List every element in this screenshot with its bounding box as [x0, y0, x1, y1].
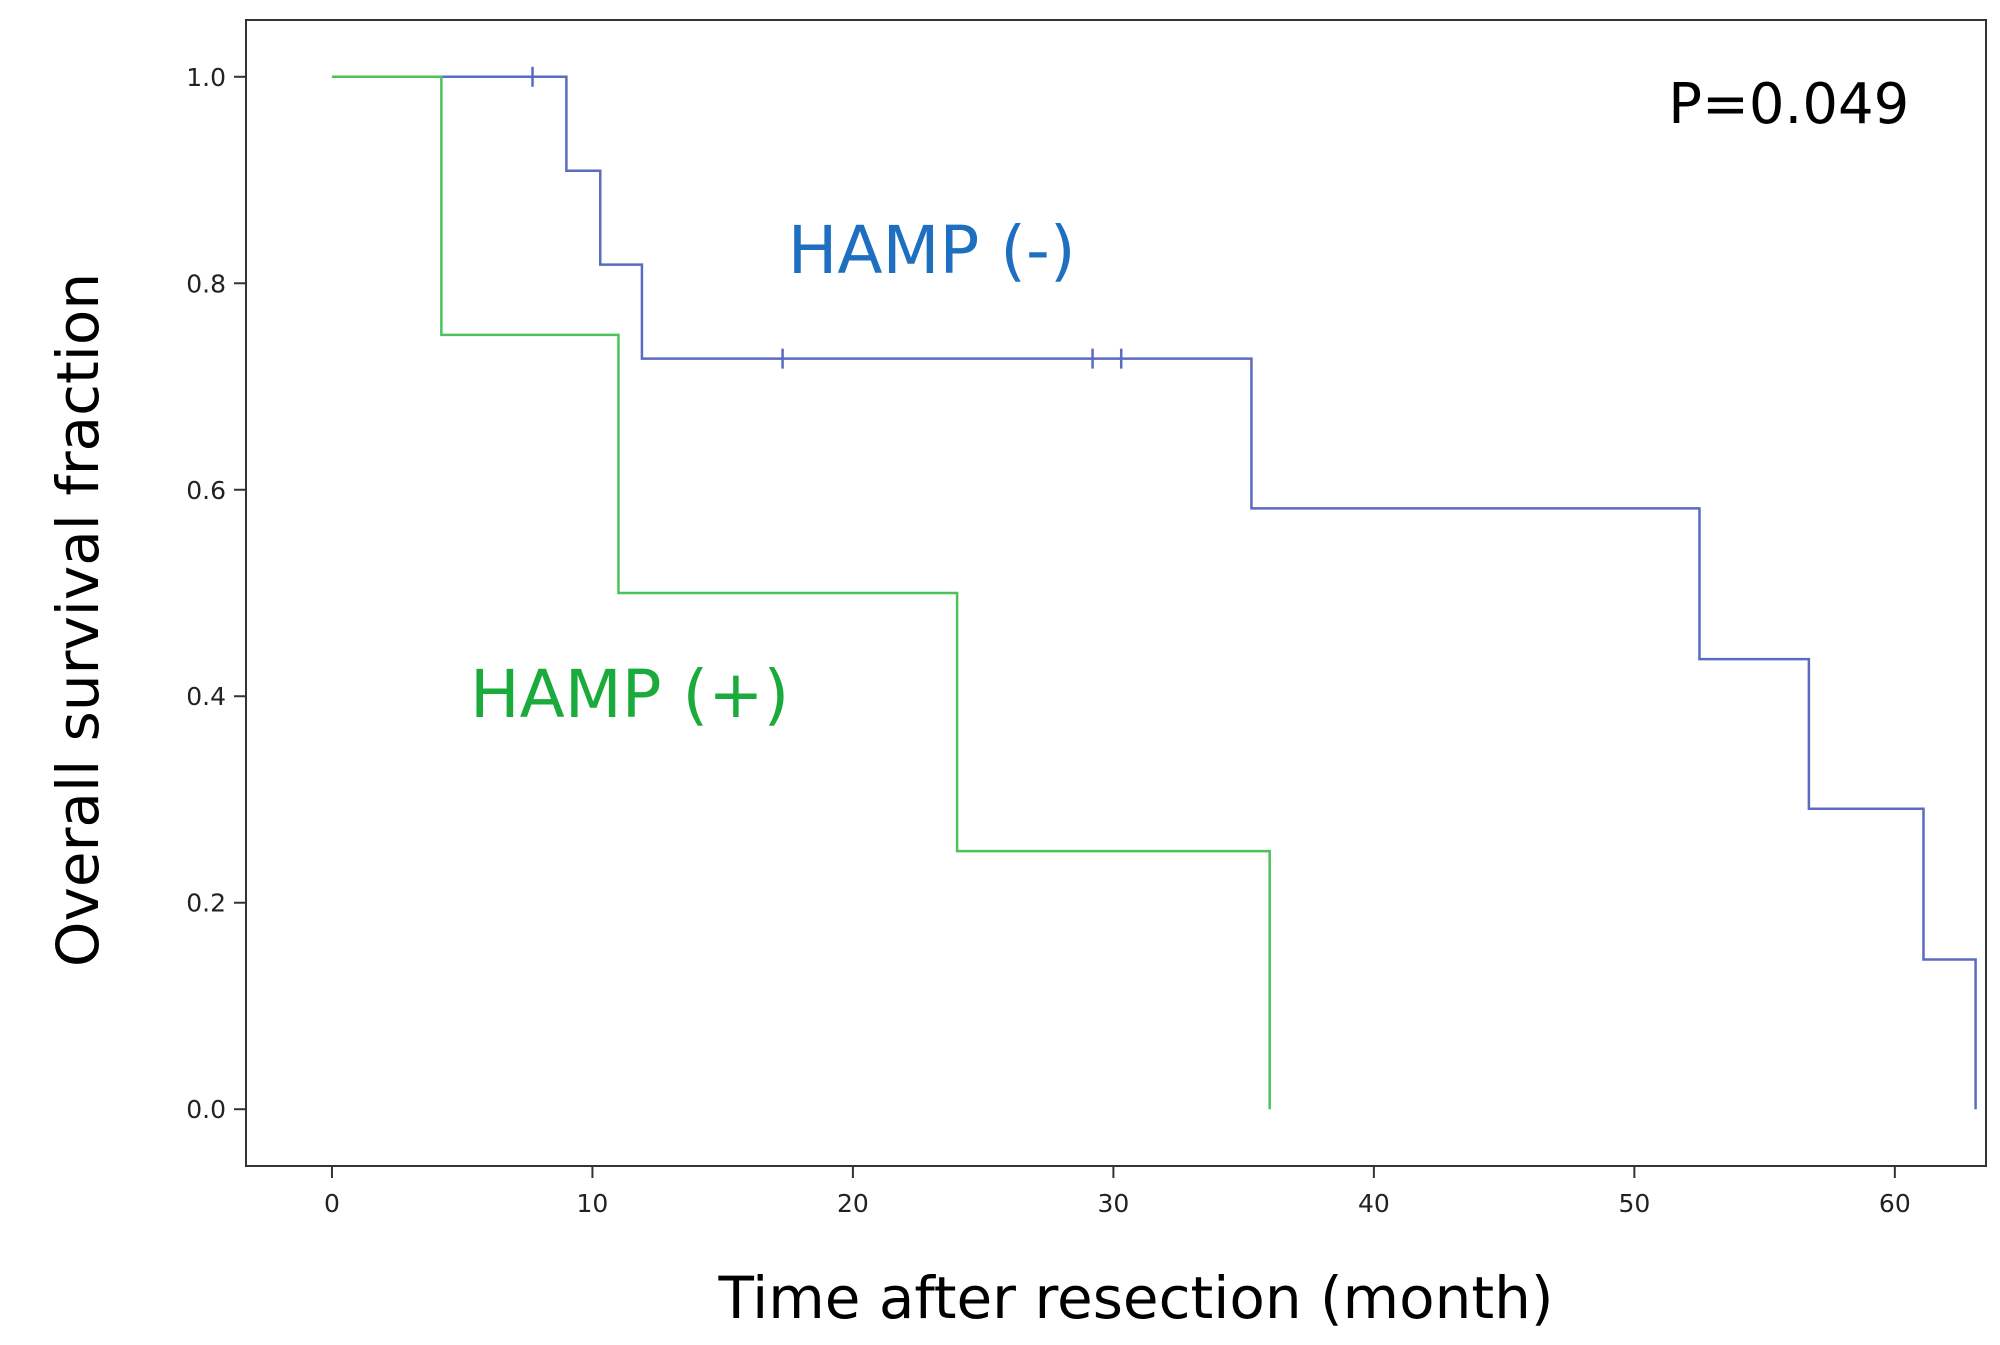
x-tick-label: 50 [1618, 1189, 1650, 1218]
x-tick-label: 30 [1097, 1189, 1129, 1218]
y-tick-label: 0.8 [186, 269, 226, 298]
annotations: HAMP (-) HAMP (+) P=0.049 [470, 72, 1909, 733]
x-tick-label: 60 [1879, 1189, 1911, 1218]
series-label-hamp-negative: HAMP (-) [788, 212, 1076, 289]
x-tick-label: 20 [837, 1189, 869, 1218]
y-tick-label: 1.0 [186, 63, 226, 92]
x-tick-label: 0 [324, 1189, 340, 1218]
x-axis: 0 10 20 30 40 50 60 [324, 1166, 1911, 1218]
survival-curve-hamp-positive [331, 75, 1271, 1110]
y-axis: 0.0 0.2 0.4 0.6 0.8 1.0 [186, 63, 246, 1124]
survival-curves [331, 66, 1977, 1110]
survival-curve-hamp-negative [331, 75, 1977, 1110]
y-tick-label: 0.6 [186, 476, 226, 505]
p-value-label: P=0.049 [1668, 72, 1909, 137]
y-tick-label: 0.0 [186, 1095, 226, 1124]
x-tick-label: 10 [577, 1189, 609, 1218]
x-axis-title: Time after resection (month) [717, 1264, 1553, 1332]
series-label-hamp-positive: HAMP (+) [470, 656, 789, 733]
y-tick-label: 0.2 [186, 889, 226, 918]
plot-frame [245, 19, 1987, 1167]
y-tick-label: 0.4 [186, 682, 226, 711]
x-tick-label: 40 [1358, 1189, 1390, 1218]
y-axis-title: Overall survival fraction [44, 273, 112, 967]
